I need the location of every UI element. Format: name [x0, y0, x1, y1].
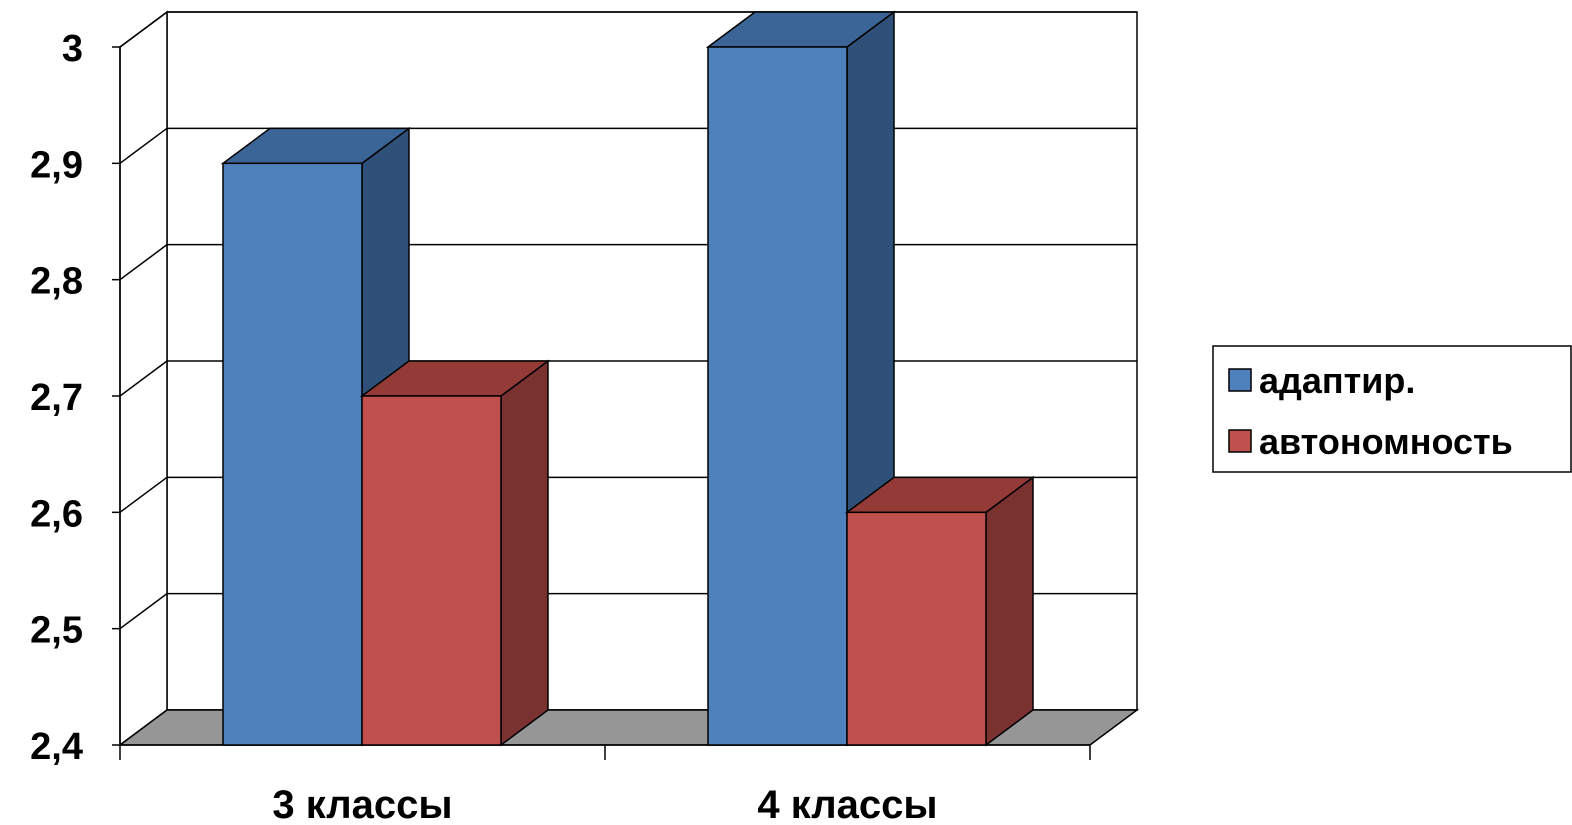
bars	[220, 10, 1036, 747]
legend-swatch-avtonomnost	[1228, 429, 1252, 453]
y-tick-label-6: 3	[62, 28, 83, 70]
x-tick-label-1: 4 классы	[757, 783, 937, 825]
y-tick-label-2: 2,6	[30, 493, 83, 535]
bar-0-1-side	[500, 359, 549, 747]
x-tick-label-0: 3 классы	[272, 783, 452, 825]
bar-1-1-side	[985, 475, 1034, 747]
y-tick-label-0: 2,4	[30, 726, 83, 768]
legend-swatch-adaptir	[1228, 368, 1252, 392]
legend: адаптир. автономность	[1212, 345, 1572, 473]
legend-box	[1212, 345, 1572, 473]
y-axis	[112, 46, 121, 746]
bar-1-1-front	[846, 511, 987, 746]
y-tick-label-4: 2,8	[30, 261, 83, 303]
y-tick-label-3: 2,7	[30, 377, 83, 419]
legend-label-adaptir: адаптир.	[1259, 360, 1415, 401]
y-tick-label-1: 2,5	[30, 610, 83, 652]
bar-0-0-front	[222, 162, 363, 746]
y-tick-labels: 2,4 2,5 2,6 2,7 2,8 2,9 3	[30, 28, 83, 768]
bar-1-0-front	[707, 46, 848, 746]
x-axis	[119, 744, 1091, 760]
bar-0-1-front	[361, 395, 502, 746]
x-tick-labels: 3 классы 4 классы	[272, 783, 937, 825]
y-tick-label-5: 2,9	[30, 144, 83, 186]
legend-label-avtonomnost: автономность	[1259, 421, 1513, 462]
